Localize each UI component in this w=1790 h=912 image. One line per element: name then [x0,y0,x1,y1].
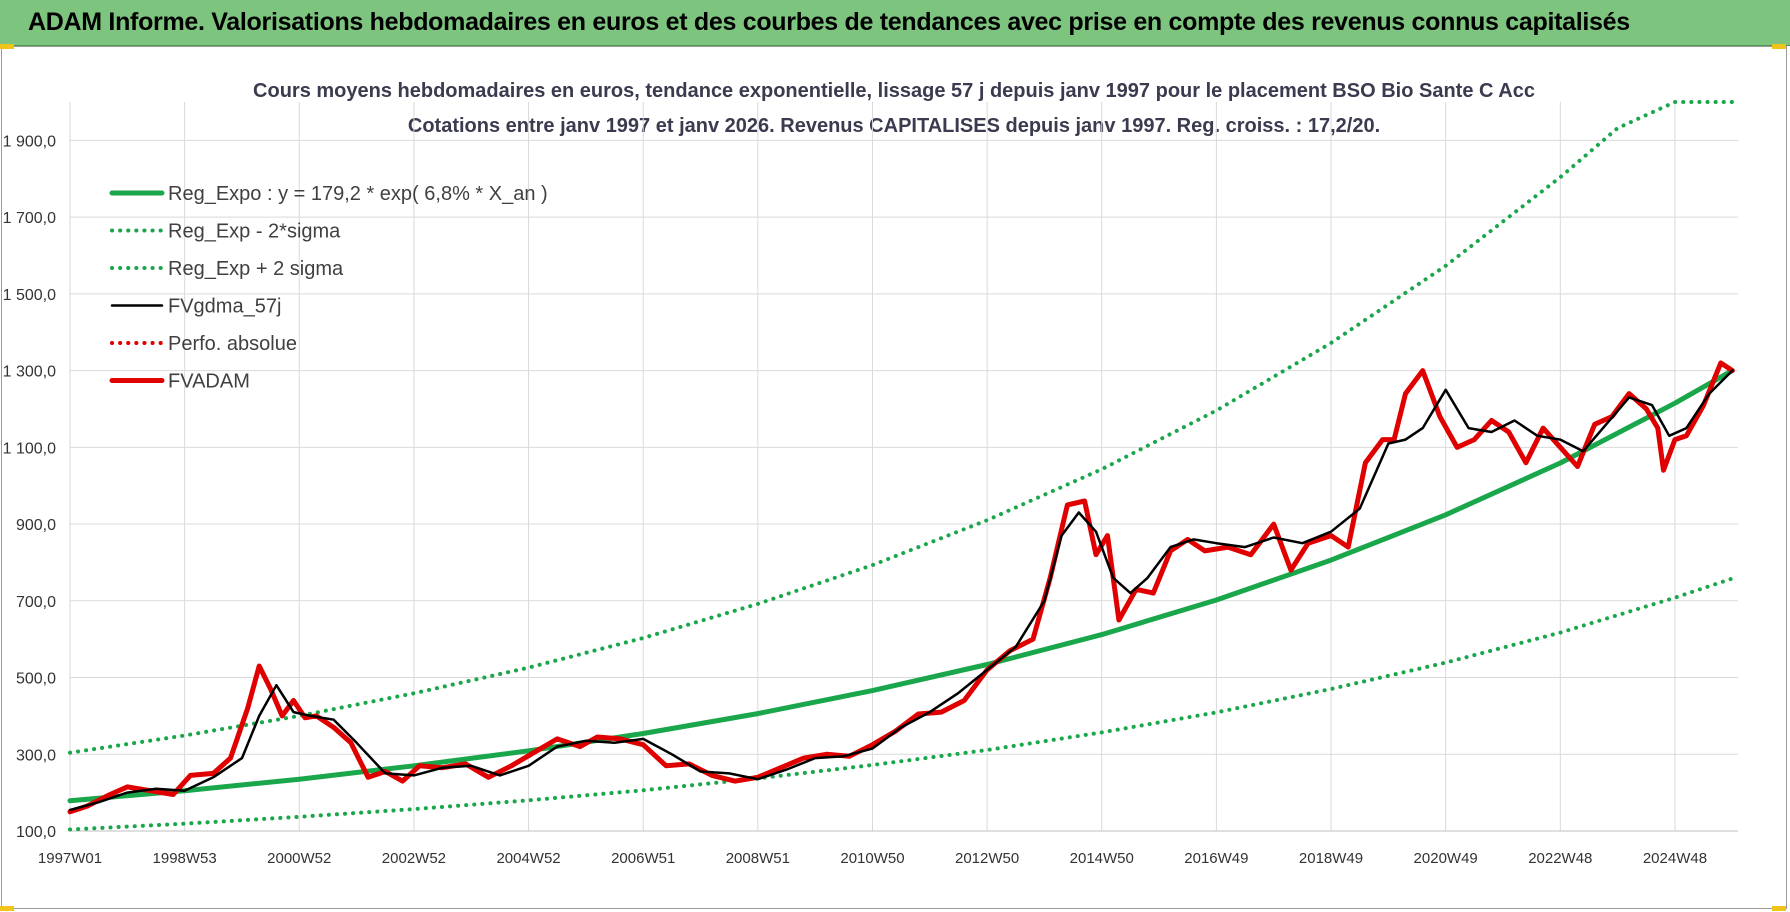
x-tick-label: 2006W51 [611,850,675,867]
series-line-2 [68,100,1735,755]
x-tick-label: 2012W50 [955,850,1019,867]
x-tick-label: 2016W49 [1184,850,1248,867]
y-tick-label: 1 700,0 [3,210,56,227]
x-tick-label: 2010W50 [840,850,904,867]
page-title: ADAM Informe. Valorisations hebdomadaire… [28,8,1630,36]
y-tick-label: 700,0 [16,594,56,611]
y-tick-label: 300,0 [16,747,56,764]
chart-subtitle: Cotations entre janv 1997 et janv 2026. … [408,115,1380,137]
chart-frame [1,46,1787,909]
x-tick-label: 2000W52 [267,850,331,867]
y-tick-label: 1 100,0 [3,440,56,457]
x-tick-label: 2002W52 [382,850,446,867]
chart-title: Cours moyens hebdomadaires en euros, ten… [253,80,1535,102]
series-line-0 [67,368,1735,804]
series-line-3 [68,369,1734,812]
y-tick-label: 1 300,0 [3,364,56,381]
legend-label: Reg_Expo : y = 179,2 * exp( 6,8% * X_an … [168,183,548,205]
x-tick-label: 2022W48 [1528,850,1592,867]
series-line-1 [68,576,1735,832]
y-tick-label: 1 500,0 [3,287,56,304]
legend-label: Reg_Exp + 2 sigma [168,258,344,280]
legend-label: FVgdma_57j [168,296,281,318]
y-tick-label: 1 900,0 [3,133,56,150]
y-tick-label: 500,0 [16,671,56,688]
corner-marker [1772,906,1786,911]
header-bar: ADAM Informe. Valorisations hebdomadaire… [0,0,1790,46]
corner-marker [1772,44,1786,49]
x-tick-label: 2004W52 [496,850,560,867]
x-tick-label: 2020W49 [1414,850,1478,867]
legend-label: Reg_Exp - 2*sigma [168,221,341,243]
x-tick-label: 1998W53 [153,850,217,867]
corner-marker [0,906,14,911]
x-tick-label: 2018W49 [1299,850,1363,867]
y-tick-label: 100,0 [16,824,56,841]
x-tick-label: 2014W50 [1070,850,1134,867]
x-tick-label: 2008W51 [726,850,790,867]
legend-label: FVADAM [168,371,250,393]
y-tick-label: 900,0 [16,517,56,534]
x-tick-label: 2024W48 [1643,850,1707,867]
x-tick-label: 1997W01 [38,850,102,867]
corner-marker [0,44,14,49]
legend-label: Perfo. absolue [168,333,297,355]
